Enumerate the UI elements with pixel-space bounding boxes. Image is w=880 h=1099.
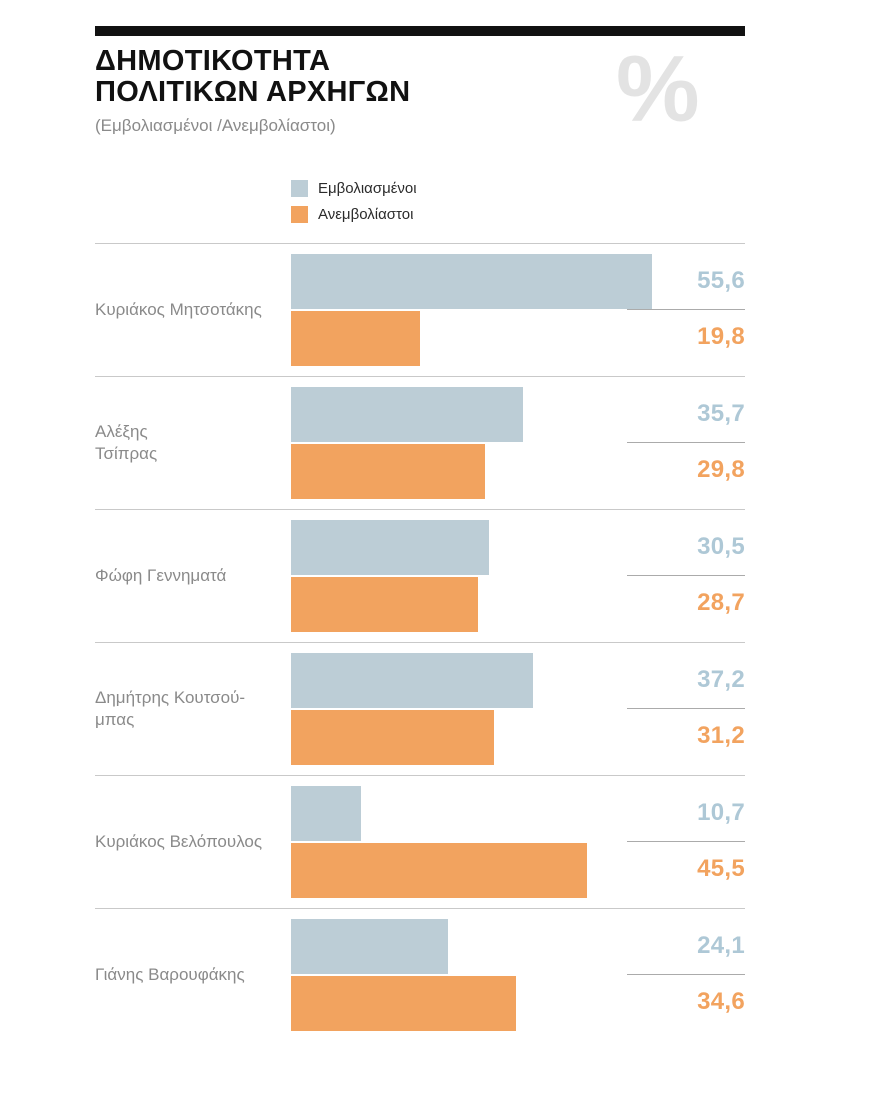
value-vaccinated: 10,7 (697, 799, 745, 827)
top-accent-bar (95, 26, 745, 36)
value-unvaccinated: 45,5 (697, 855, 745, 883)
bar-vaccinated (291, 253, 653, 309)
category-label: Δημήτρης Κουτσού- μπας (95, 688, 246, 729)
category-label: Κυριάκος Μητσοτάκης (95, 300, 262, 319)
chart-row: Κυριάκος Βελόπουλος 10,7 45,5 (95, 774, 745, 908)
percent-icon: % (616, 36, 700, 141)
value-vaccinated: 37,2 (697, 666, 745, 694)
value-vaccinated: 55,6 (697, 267, 745, 295)
value-unvaccinated: 29,8 (697, 456, 745, 484)
infographic: ΔΗΜΟΤΙΚΟΤΗΤΑ ΠΟΛΙΤΙΚΩΝ ΑΡΧΗΓΩΝ (Εμβολιασ… (95, 0, 745, 1041)
bar-group (291, 253, 745, 366)
bar-vaccinated (291, 386, 524, 442)
bar-unvaccinated (291, 310, 420, 366)
value-vaccinated: 30,5 (697, 533, 745, 561)
page-title-line-2: ΠΟΛΙΤΙΚΩΝ ΑΡΧΗΓΩΝ (95, 76, 411, 109)
bar-vaccinated (291, 918, 448, 974)
category-label: Γιάνης Βαρουφάκης (95, 965, 245, 984)
legend-swatch-unvaccinated (291, 205, 308, 223)
chart-row: Γιάνης Βαρουφάκης 24,1 34,6 (95, 907, 745, 1041)
bar-vaccinated (291, 652, 533, 708)
value-divider (627, 707, 745, 709)
value-labels: 10,7 45,5 (627, 786, 745, 897)
bar-unvaccinated (291, 842, 587, 898)
bar-unvaccinated (291, 975, 516, 1031)
value-divider (627, 574, 745, 576)
legend: Εμβολιασμένοι Ανεμβολίαστοι (291, 179, 745, 223)
legend-label-vaccinated: Εμβολιασμένοι (318, 179, 417, 197)
value-unvaccinated: 28,7 (697, 589, 745, 617)
chart-row: Φώφη Γεννηματά 30,5 28,7 (95, 508, 745, 642)
value-unvaccinated: 31,2 (697, 722, 745, 750)
legend-item-vaccinated: Εμβολιασμένοι (291, 179, 745, 197)
bar-chart: Κυριάκος Μητσοτάκης 55,6 19,8 Αλέξης Τσί… (95, 242, 745, 1041)
bar-unvaccinated (291, 709, 494, 765)
value-labels: 55,6 19,8 (627, 254, 745, 365)
header: ΔΗΜΟΤΙΚΟΤΗΤΑ ΠΟΛΙΤΙΚΩΝ ΑΡΧΗΓΩΝ (Εμβολιασ… (95, 42, 745, 136)
category-label: Φώφη Γεννηματά (95, 566, 227, 585)
value-divider (627, 973, 745, 975)
bar-vaccinated (291, 519, 490, 575)
value-divider (627, 441, 745, 443)
value-vaccinated: 24,1 (697, 932, 745, 960)
bar-unvaccinated (291, 443, 485, 499)
value-unvaccinated: 19,8 (697, 323, 745, 351)
chart-row: Αλέξης Τσίπρας 35,7 29,8 (95, 375, 745, 509)
bar-group (291, 652, 745, 765)
value-vaccinated: 35,7 (697, 400, 745, 428)
page-title-line-1: ΔΗΜΟΤΙΚΟΤΗΤΑ (95, 45, 331, 77)
value-labels: 37,2 31,2 (627, 653, 745, 764)
category-label: Αλέξης Τσίπρας (95, 422, 158, 463)
chart-row: Κυριάκος Μητσοτάκης 55,6 19,8 (95, 242, 745, 376)
legend-swatch-vaccinated (291, 179, 308, 197)
legend-label-unvaccinated: Ανεμβολίαστοι (318, 205, 414, 223)
chart-row: Δημήτρης Κουτσού- μπας 37,2 31,2 (95, 641, 745, 775)
page-subtitle: (Εμβολιασμένοι /Ανεμβολίαστοι) (95, 115, 336, 135)
bar-group (291, 386, 745, 499)
bar-group (291, 519, 745, 632)
category-label: Κυριάκος Βελόπουλος (95, 832, 263, 851)
bar-unvaccinated (291, 576, 478, 632)
value-labels: 30,5 28,7 (627, 520, 745, 631)
bar-vaccinated (291, 785, 361, 841)
bar-group (291, 918, 745, 1031)
legend-item-unvaccinated: Ανεμβολίαστοι (291, 205, 745, 223)
value-divider (627, 840, 745, 842)
value-unvaccinated: 34,6 (697, 988, 745, 1016)
bar-group (291, 785, 745, 898)
value-divider (627, 308, 745, 310)
value-labels: 35,7 29,8 (627, 387, 745, 498)
value-labels: 24,1 34,6 (627, 919, 745, 1030)
